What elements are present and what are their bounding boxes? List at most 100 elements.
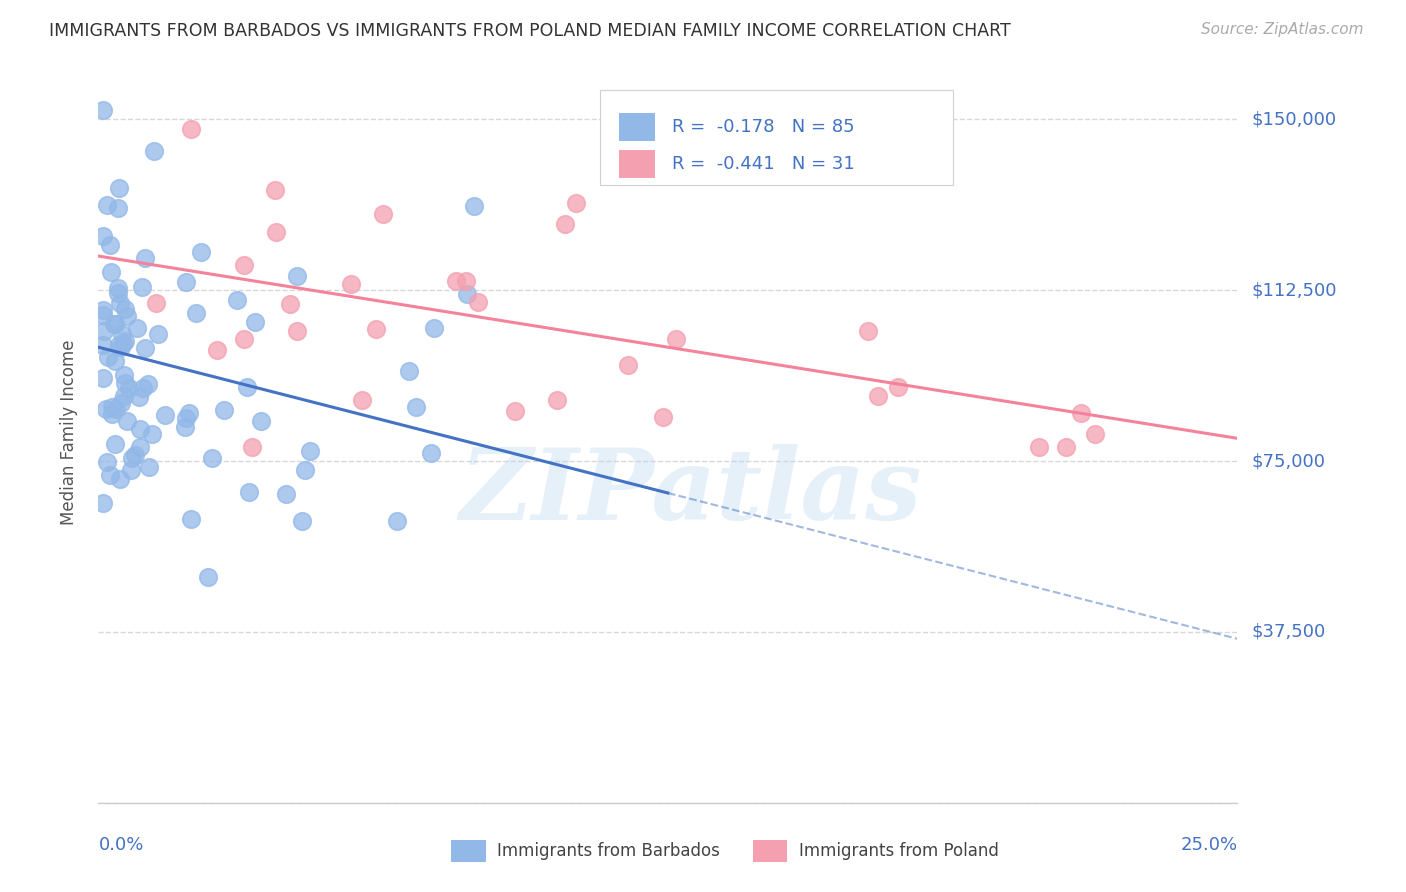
Point (250, 414, 273, 428)
Point (205, 343, 228, 358)
Point (463, 199, 485, 213)
Point (503, 404, 526, 418)
Point (120, 462, 142, 476)
Text: $75,000: $75,000 (1251, 452, 1326, 470)
Point (118, 381, 141, 395)
Point (1054, 441, 1077, 455)
Point (101, 400, 124, 414)
Point (127, 321, 149, 335)
Point (554, 218, 576, 232)
Point (423, 321, 446, 335)
FancyBboxPatch shape (619, 150, 655, 178)
Point (886, 379, 908, 393)
Point (98, 238, 121, 252)
Text: R =  -0.441   N = 31: R = -0.441 N = 31 (672, 155, 855, 173)
Point (111, 335, 134, 350)
Point (264, 225, 287, 239)
Point (100, 265, 122, 279)
Point (856, 324, 879, 338)
FancyBboxPatch shape (451, 840, 485, 862)
Point (104, 354, 127, 368)
Point (868, 389, 890, 403)
Point (115, 309, 138, 323)
Point (138, 459, 160, 474)
Point (112, 368, 135, 382)
Point (91, 103, 114, 118)
Point (145, 296, 167, 310)
Point (387, 514, 409, 528)
Point (124, 448, 146, 462)
Point (1070, 407, 1092, 421)
Point (136, 377, 159, 392)
Y-axis label: Median Family Income: Median Family Income (59, 340, 77, 525)
Point (652, 410, 675, 425)
Point (174, 411, 197, 425)
Point (467, 294, 489, 309)
Point (238, 484, 260, 499)
Point (134, 342, 156, 356)
Point (214, 403, 236, 417)
Point (398, 364, 420, 378)
Point (174, 275, 197, 289)
Point (107, 338, 129, 352)
Point (240, 441, 263, 455)
Point (264, 183, 287, 197)
Point (141, 427, 163, 442)
Point (444, 274, 467, 288)
Point (104, 318, 127, 332)
Point (420, 446, 443, 460)
Text: ZIPatlas: ZIPatlas (460, 443, 922, 540)
Point (107, 281, 129, 295)
Point (111, 326, 134, 341)
Point (142, 145, 165, 159)
Point (364, 322, 387, 336)
Point (114, 334, 136, 349)
Point (110, 396, 132, 410)
Text: $37,500: $37,500 (1251, 623, 1326, 641)
Text: Immigrants from Poland: Immigrants from Poland (799, 842, 998, 860)
FancyBboxPatch shape (599, 90, 953, 185)
Point (180, 512, 202, 526)
Point (232, 332, 254, 346)
Point (298, 443, 321, 458)
Point (285, 268, 308, 283)
Point (456, 274, 478, 288)
Point (371, 207, 394, 221)
Point (173, 419, 195, 434)
Point (274, 487, 297, 501)
Point (101, 407, 124, 421)
Point (617, 358, 640, 372)
Point (184, 306, 207, 320)
Point (110, 472, 132, 486)
Point (235, 380, 257, 394)
Text: 25.0%: 25.0% (1180, 836, 1237, 855)
Point (94, 401, 117, 416)
Point (108, 180, 131, 194)
Text: Immigrants from Barbados: Immigrants from Barbados (498, 842, 720, 860)
Point (110, 295, 132, 310)
Point (294, 463, 316, 477)
Point (103, 318, 125, 332)
Point (565, 196, 588, 211)
Point (117, 414, 139, 428)
Point (91, 338, 114, 352)
Point (110, 340, 132, 354)
Point (112, 389, 135, 403)
Point (132, 381, 155, 395)
Point (129, 440, 152, 454)
Point (243, 315, 266, 329)
Point (291, 515, 314, 529)
Point (201, 450, 224, 465)
Text: Source: ZipAtlas.com: Source: ZipAtlas.com (1201, 22, 1364, 37)
FancyBboxPatch shape (619, 112, 655, 141)
Point (405, 400, 427, 414)
Point (91, 496, 114, 510)
Point (190, 245, 212, 260)
Point (107, 201, 129, 215)
Point (128, 390, 150, 404)
Point (97, 351, 120, 365)
Point (96, 198, 118, 212)
Text: $112,500: $112,500 (1251, 281, 1337, 299)
Text: IMMIGRANTS FROM BARBADOS VS IMMIGRANTS FROM POLAND MEDIAN FAMILY INCOME CORRELAT: IMMIGRANTS FROM BARBADOS VS IMMIGRANTS F… (49, 22, 1011, 40)
Point (180, 121, 202, 136)
